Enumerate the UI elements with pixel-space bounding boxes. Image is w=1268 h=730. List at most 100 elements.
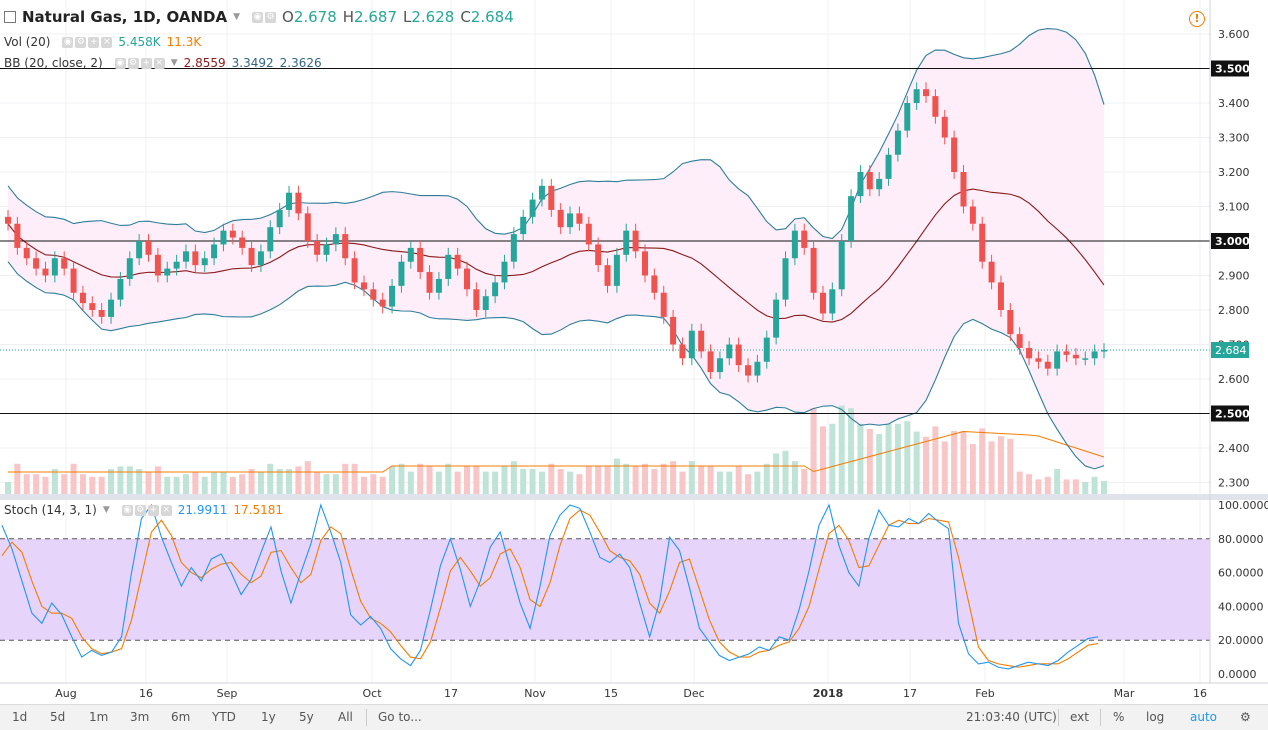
stoch-d-value: 17.5181	[233, 503, 284, 517]
candle-body	[61, 258, 68, 269]
auto-toggle[interactable]: auto	[1190, 710, 1218, 724]
chart-canvas[interactable]: 3.6003.4003.3003.2003.1002.9002.8002.700…	[0, 0, 1268, 704]
candle-body	[89, 303, 96, 310]
volume-bar	[379, 476, 386, 494]
level-label-box	[1211, 60, 1249, 77]
warning-icon[interactable]: !	[1189, 11, 1205, 27]
volume-bar	[679, 471, 686, 494]
volume-bar	[894, 423, 901, 494]
candle-body	[838, 241, 845, 290]
volume-bar	[567, 471, 574, 494]
timeframe-ytd[interactable]: YTD	[212, 710, 236, 724]
candle-body	[389, 285, 396, 307]
candle-body	[1054, 351, 1061, 369]
volume-bar	[726, 471, 733, 494]
candle-body	[548, 185, 555, 210]
candle-body	[567, 213, 574, 228]
gear-icon[interactable]: ⚙	[134, 504, 146, 516]
price-tick-label: 2.600	[1218, 373, 1250, 386]
volume-bar	[941, 441, 948, 494]
timeframe-3m[interactable]: 3m	[130, 710, 150, 724]
candle-body	[33, 258, 40, 269]
eye-icon[interactable]: ◉	[62, 36, 74, 48]
volume-bar	[632, 466, 639, 494]
candle-body	[688, 330, 695, 359]
volume-bar	[145, 471, 152, 494]
gear-icon[interactable]: ⚙	[265, 11, 276, 23]
stoch-k-line	[1, 503, 1099, 670]
goto-button[interactable]: Go to...	[378, 710, 422, 724]
timeframe-5d[interactable]: 5d	[50, 710, 66, 724]
percent-toggle[interactable]: %	[1113, 710, 1125, 724]
eye-icon[interactable]: ◉	[252, 11, 263, 23]
timeframe-1m[interactable]: 1m	[89, 710, 109, 724]
volume-bar	[969, 444, 976, 494]
bb-basis-value: 2.8559	[183, 56, 226, 70]
close-icon[interactable]: ×	[160, 504, 172, 516]
plus-icon[interactable]: +	[88, 36, 100, 48]
timeframe-all[interactable]: All	[338, 710, 353, 724]
bb-label[interactable]: BB (20, close, 2)	[4, 56, 103, 70]
chevron-down-icon[interactable]: ▼	[102, 505, 110, 515]
candle-body	[370, 289, 377, 300]
candle-body	[295, 192, 302, 214]
close-icon[interactable]: ×	[153, 57, 165, 69]
volume-bar	[923, 436, 930, 494]
candle-body	[1044, 361, 1051, 369]
gear-icon[interactable]: ⚙	[127, 57, 139, 69]
volume-label[interactable]: Vol (20)	[4, 35, 51, 49]
chevron-down-icon[interactable]: ▼	[170, 58, 178, 68]
price-tick-label: 2.900	[1218, 270, 1250, 283]
candle-body	[351, 258, 358, 283]
candle-body	[829, 289, 836, 314]
timeframe-1y[interactable]: 1y	[261, 710, 276, 724]
eye-icon[interactable]: ◉	[114, 57, 126, 69]
volume-bar	[51, 469, 58, 494]
price-tick-label: 3.400	[1218, 97, 1250, 110]
plus-icon[interactable]: +	[147, 504, 159, 516]
candle-body	[79, 292, 86, 304]
collapse-icon[interactable]	[4, 11, 16, 23]
candle-body	[1063, 351, 1070, 355]
candle-body	[773, 299, 780, 338]
candle-body	[14, 223, 21, 248]
level-label: 3.500	[1215, 63, 1250, 76]
volume-bar	[960, 431, 967, 494]
eye-icon[interactable]: ◉	[121, 504, 133, 516]
volume-bar	[201, 476, 208, 494]
stoch-tick-label: 20.0000	[1218, 634, 1264, 647]
volume-bar	[782, 450, 789, 494]
volume-bar	[548, 463, 555, 494]
candle-body	[894, 130, 901, 155]
symbol-title[interactable]: Natural Gas, 1D, OANDA	[22, 8, 228, 26]
log-toggle[interactable]: log	[1146, 710, 1165, 724]
chevron-down-icon[interactable]: ▼	[233, 12, 240, 22]
volume-bar	[1101, 480, 1107, 494]
candle-body	[473, 289, 480, 310]
timeframe-5y[interactable]: 5y	[299, 710, 314, 724]
volume-bar	[239, 474, 246, 494]
close-icon[interactable]: ×	[101, 36, 113, 48]
candle-body	[735, 344, 742, 366]
timeframe-6m[interactable]: 6m	[171, 710, 191, 724]
candle-body	[623, 230, 630, 255]
timeframe-1d[interactable]: 1d	[12, 710, 28, 724]
gear-icon[interactable]: ⚙	[75, 36, 87, 48]
ext-toggle[interactable]: ext	[1070, 710, 1089, 724]
candle-body	[417, 247, 424, 273]
volume-bar	[1063, 479, 1070, 494]
time-tick-label: 15	[604, 687, 618, 700]
volume-bar	[604, 466, 611, 494]
candle-body	[379, 299, 386, 307]
volume-bar	[988, 441, 995, 494]
stoch-label[interactable]: Stoch (14, 3, 1)	[4, 503, 97, 517]
candle-body	[979, 223, 986, 262]
price-tick-label: 3.200	[1218, 166, 1250, 179]
candle-body	[229, 230, 236, 238]
volume-bar	[819, 426, 826, 494]
gear-icon[interactable]: ⚙	[1240, 710, 1251, 724]
volume-bar	[1016, 471, 1023, 494]
toolbar-divider	[1058, 709, 1059, 726]
plus-icon[interactable]: +	[140, 57, 152, 69]
volume-bar	[951, 431, 958, 494]
